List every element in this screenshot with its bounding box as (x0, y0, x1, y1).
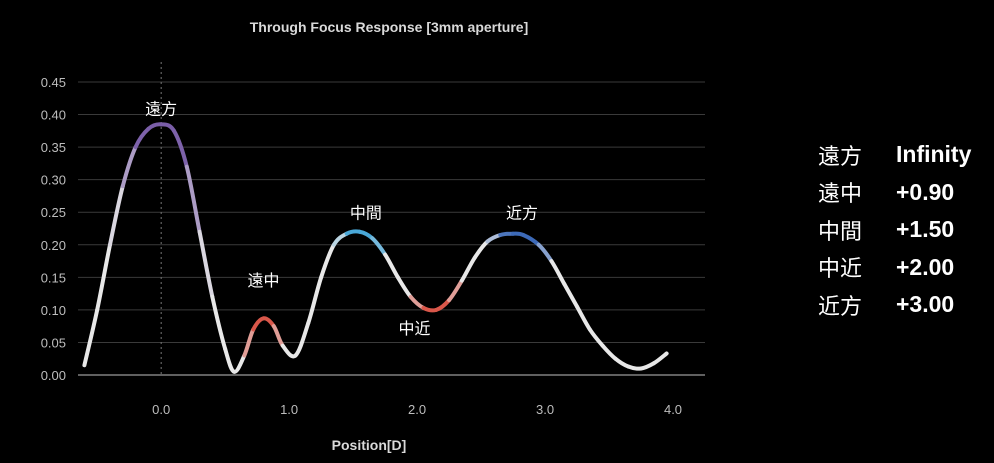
legend-value: +3.00 (896, 291, 955, 318)
peak-label: 中近 (399, 319, 431, 338)
focus-legend: 遠方 Infinity 遠中 +0.90 中間 +1.50 中近 +2.00 近… (818, 136, 971, 324)
curve-segment (485, 233, 503, 244)
y-tick-label: 0.05 (41, 335, 66, 350)
curve-segment (210, 294, 228, 351)
curve-segment (82, 307, 100, 368)
grid (78, 81, 705, 343)
y-tick-label: 0.30 (41, 173, 66, 188)
curve-segment (197, 229, 215, 299)
curve-segment (331, 231, 349, 247)
y-axis-ticks: 0.00 0.05 0.10 0.15 0.20 0.25 0.30 0.35 0.40 0.45 (41, 75, 66, 383)
chart-title: Through Focus Response [3mm aperture] (250, 19, 528, 35)
y-tick-label: 0.15 (41, 270, 66, 285)
legend-value: +1.50 (896, 216, 955, 243)
curve-segment (251, 316, 266, 332)
curve-segment (293, 320, 311, 358)
curve-segment (434, 298, 452, 312)
legend-value: Infinity (896, 141, 972, 168)
curve-segment (587, 327, 605, 348)
x-tick-label: 0.0 (152, 402, 170, 417)
y-tick-label: 0.00 (41, 368, 66, 383)
legend-row: 近方 +3.00 (818, 286, 971, 324)
curve-segment (383, 252, 400, 280)
curve-segment (408, 294, 426, 310)
curve-segment (575, 304, 592, 332)
peak-label: 中間 (350, 204, 382, 223)
legend-name: 中近 (818, 257, 863, 283)
curve-segment (159, 122, 176, 133)
curve-segment (521, 233, 541, 247)
peak-label: 近方 (506, 204, 538, 223)
legend-name: 近方 (818, 294, 863, 320)
curve-segment (319, 242, 336, 280)
legend-row: 遠中 +0.90 (818, 174, 971, 212)
curve-segment (146, 122, 164, 131)
curve-segment (600, 343, 618, 361)
legend-value: +0.90 (896, 178, 955, 205)
legend-row: 中近 +2.00 (818, 249, 971, 287)
curve-segment (232, 353, 247, 374)
curve-segment (536, 242, 554, 264)
curve-segment (459, 255, 477, 283)
x-tick-label: 1.0 (280, 402, 298, 417)
curve-segment (639, 361, 656, 371)
curve-segment (472, 239, 490, 260)
x-tick-label: 4.0 (664, 402, 682, 417)
curve-segment (223, 346, 237, 374)
curve-segment (133, 126, 151, 150)
curve-segment (613, 356, 631, 369)
curve-segment (370, 236, 388, 257)
legend-name: 遠中 (818, 182, 863, 208)
curve-segment (120, 145, 138, 189)
y-tick-label: 0.35 (41, 140, 66, 155)
curve-segment (280, 343, 298, 359)
x-tick-label: 3.0 (536, 402, 554, 417)
curve-segment (549, 259, 567, 286)
curve-segment (171, 128, 189, 169)
y-tick-label: 0.10 (41, 303, 66, 318)
curve-segment (184, 164, 202, 234)
x-axis-ticks: 0.0 1.0 2.0 3.0 4.0 (152, 402, 682, 417)
curve-segment (357, 229, 375, 241)
curve-segment (447, 278, 464, 303)
curve-segment (306, 275, 324, 325)
peak-label: 遠方 (145, 100, 177, 119)
curve-segment (562, 281, 580, 309)
curve-segment (107, 184, 125, 247)
series-curve (82, 122, 669, 374)
legend-name: 遠方 (818, 144, 863, 170)
y-tick-label: 0.20 (41, 238, 66, 253)
x-axis-label: Position[D] (332, 437, 407, 453)
legend-name: 中間 (818, 219, 863, 245)
legend-row: 中間 +1.50 (818, 211, 971, 249)
curve-segment (651, 351, 669, 366)
peak-label: 遠中 (248, 271, 280, 290)
curve-segment (395, 275, 413, 299)
y-tick-label: 0.40 (41, 108, 66, 123)
x-tick-label: 2.0 (408, 402, 426, 417)
curve-segment (95, 242, 112, 312)
y-tick-label: 0.25 (41, 205, 66, 220)
legend-row: 遠方 Infinity (818, 136, 971, 174)
y-tick-label: 0.45 (41, 75, 66, 90)
legend-value: +2.00 (896, 253, 955, 280)
